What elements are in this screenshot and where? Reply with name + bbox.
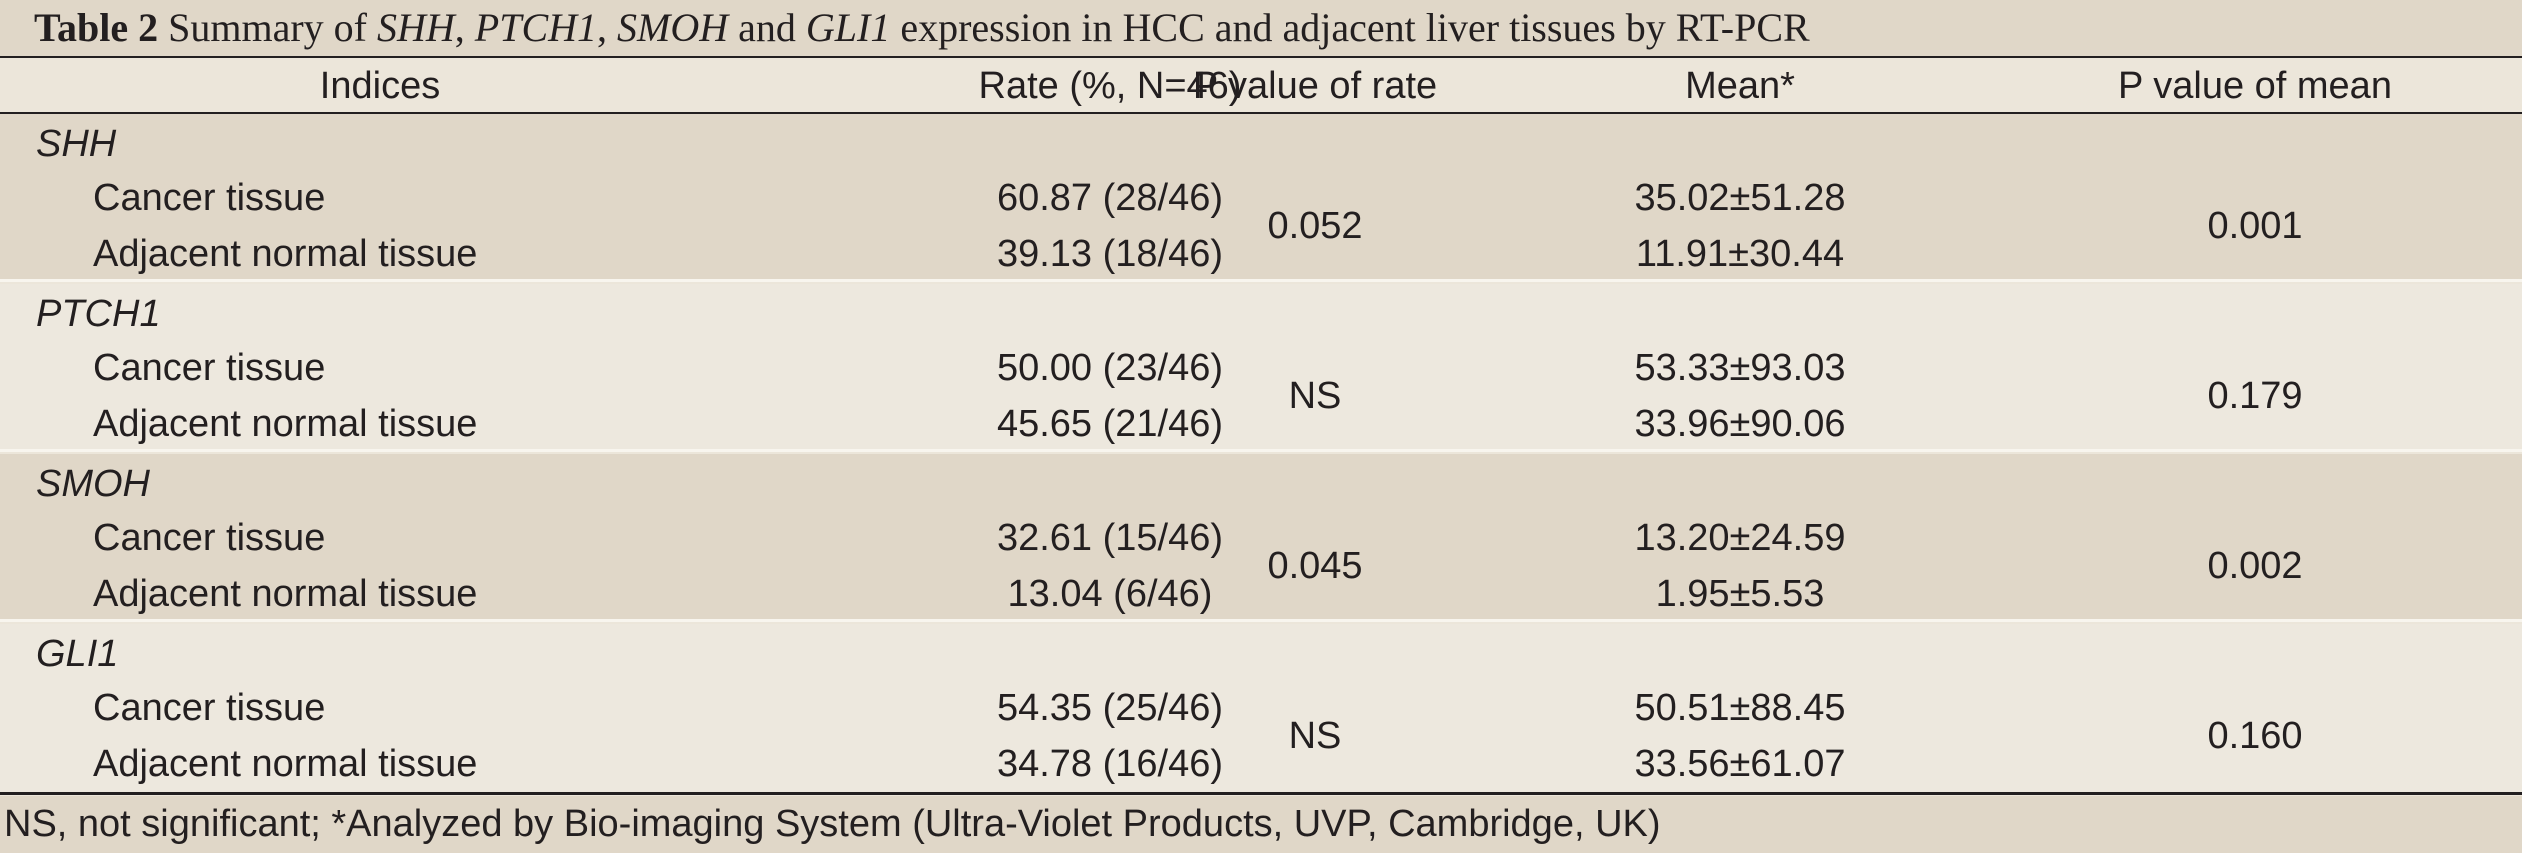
rate-value: 54.35 (25/46) xyxy=(996,687,1224,729)
p-rate-value: NS xyxy=(1288,375,1342,417)
mean-value: 13.20±24.59 xyxy=(1634,517,1846,559)
group-separator xyxy=(0,619,2522,622)
p-mean-value: 0.001 xyxy=(2207,205,2303,247)
table-header: Indices Rate (%, N=46) P value of rate M… xyxy=(0,58,2522,112)
row-label: Cancer tissue xyxy=(93,347,326,389)
column-header-rate: Rate (%, N=46) xyxy=(978,65,1242,107)
mean-value: 50.51±88.45 xyxy=(1634,687,1846,729)
row-label: Cancer tissue xyxy=(93,517,326,559)
caption-gene: PTCH1 xyxy=(474,5,598,50)
p-rate-value: 0.052 xyxy=(1267,205,1363,247)
p-mean-value: 0.002 xyxy=(2207,545,2303,587)
caption-gene: SHH xyxy=(377,5,455,50)
table-footnote: NS, not significant; *Analyzed by Bio-im… xyxy=(0,796,2522,853)
p-rate-value: NS xyxy=(1288,715,1342,757)
row-label: Adjacent normal tissue xyxy=(93,573,478,615)
p-mean-value: 0.179 xyxy=(2207,375,2303,417)
row-label: Cancer tissue xyxy=(93,177,326,219)
mean-value: 53.33±93.03 xyxy=(1634,347,1846,389)
caption-label: Table 2 xyxy=(34,5,159,50)
mean-value: 33.96±90.06 xyxy=(1634,403,1846,445)
mean-value: 1.95±5.53 xyxy=(1655,573,1825,615)
p-rate-value: 0.045 xyxy=(1267,545,1363,587)
group-name: GLI1 xyxy=(36,633,119,675)
group-smoh: SMOH Cancer tissue Adjacent normal tissu… xyxy=(0,454,2522,622)
p-mean-value: 0.160 xyxy=(2207,715,2303,757)
rate-value: 50.00 (23/46) xyxy=(996,347,1224,389)
header-rule xyxy=(0,112,2522,114)
group-name: PTCH1 xyxy=(36,293,161,335)
row-label: Adjacent normal tissue xyxy=(93,743,478,785)
mean-value: 11.91±30.44 xyxy=(1635,233,1845,275)
caption-text: expression in HCC and adjacent liver tis… xyxy=(890,5,1810,50)
caption-text: Summary of xyxy=(158,5,377,50)
row-label: Cancer tissue xyxy=(93,687,326,729)
column-header-p-mean: P value of mean xyxy=(2118,65,2392,107)
caption-text: , xyxy=(454,5,475,50)
caption-text: and xyxy=(728,5,806,50)
column-header-p-rate: P value of rate xyxy=(1192,65,1438,107)
group-name: SMOH xyxy=(36,463,150,505)
bottom-rule xyxy=(0,792,2522,795)
group-shh: SHH Cancer tissue Adjacent normal tissue… xyxy=(0,114,2522,282)
group-separator xyxy=(0,449,2522,452)
column-header-indices: Indices xyxy=(319,65,441,107)
rate-value: 32.61 (15/46) xyxy=(996,517,1224,559)
top-rule xyxy=(0,56,2522,59)
mean-value: 35.02±51.28 xyxy=(1634,177,1846,219)
rate-value: 60.87 (28/46) xyxy=(996,177,1224,219)
caption-text: , xyxy=(597,5,618,50)
rate-value: 39.13 (18/46) xyxy=(996,233,1224,275)
rate-value: 13.04 (6/46) xyxy=(1007,573,1213,615)
table-caption: Table 2 Summary of SHH, PTCH1, SMOH and … xyxy=(0,0,2522,56)
caption-gene: GLI1 xyxy=(805,5,891,50)
caption-gene: SMOH xyxy=(617,5,729,50)
mean-value: 33.56±61.07 xyxy=(1634,743,1846,785)
rate-value: 45.65 (21/46) xyxy=(996,403,1224,445)
group-separator xyxy=(0,279,2522,282)
row-label: Adjacent normal tissue xyxy=(93,233,478,275)
rate-value: 34.78 (16/46) xyxy=(996,743,1224,785)
row-label: Adjacent normal tissue xyxy=(93,403,478,445)
group-ptch1: PTCH1 Cancer tissue Adjacent normal tiss… xyxy=(0,284,2522,452)
group-name: SHH xyxy=(36,123,117,165)
group-gli1: GLI1 Cancer tissue Adjacent normal tissu… xyxy=(0,624,2522,792)
column-header-mean: Mean* xyxy=(1685,65,1795,107)
